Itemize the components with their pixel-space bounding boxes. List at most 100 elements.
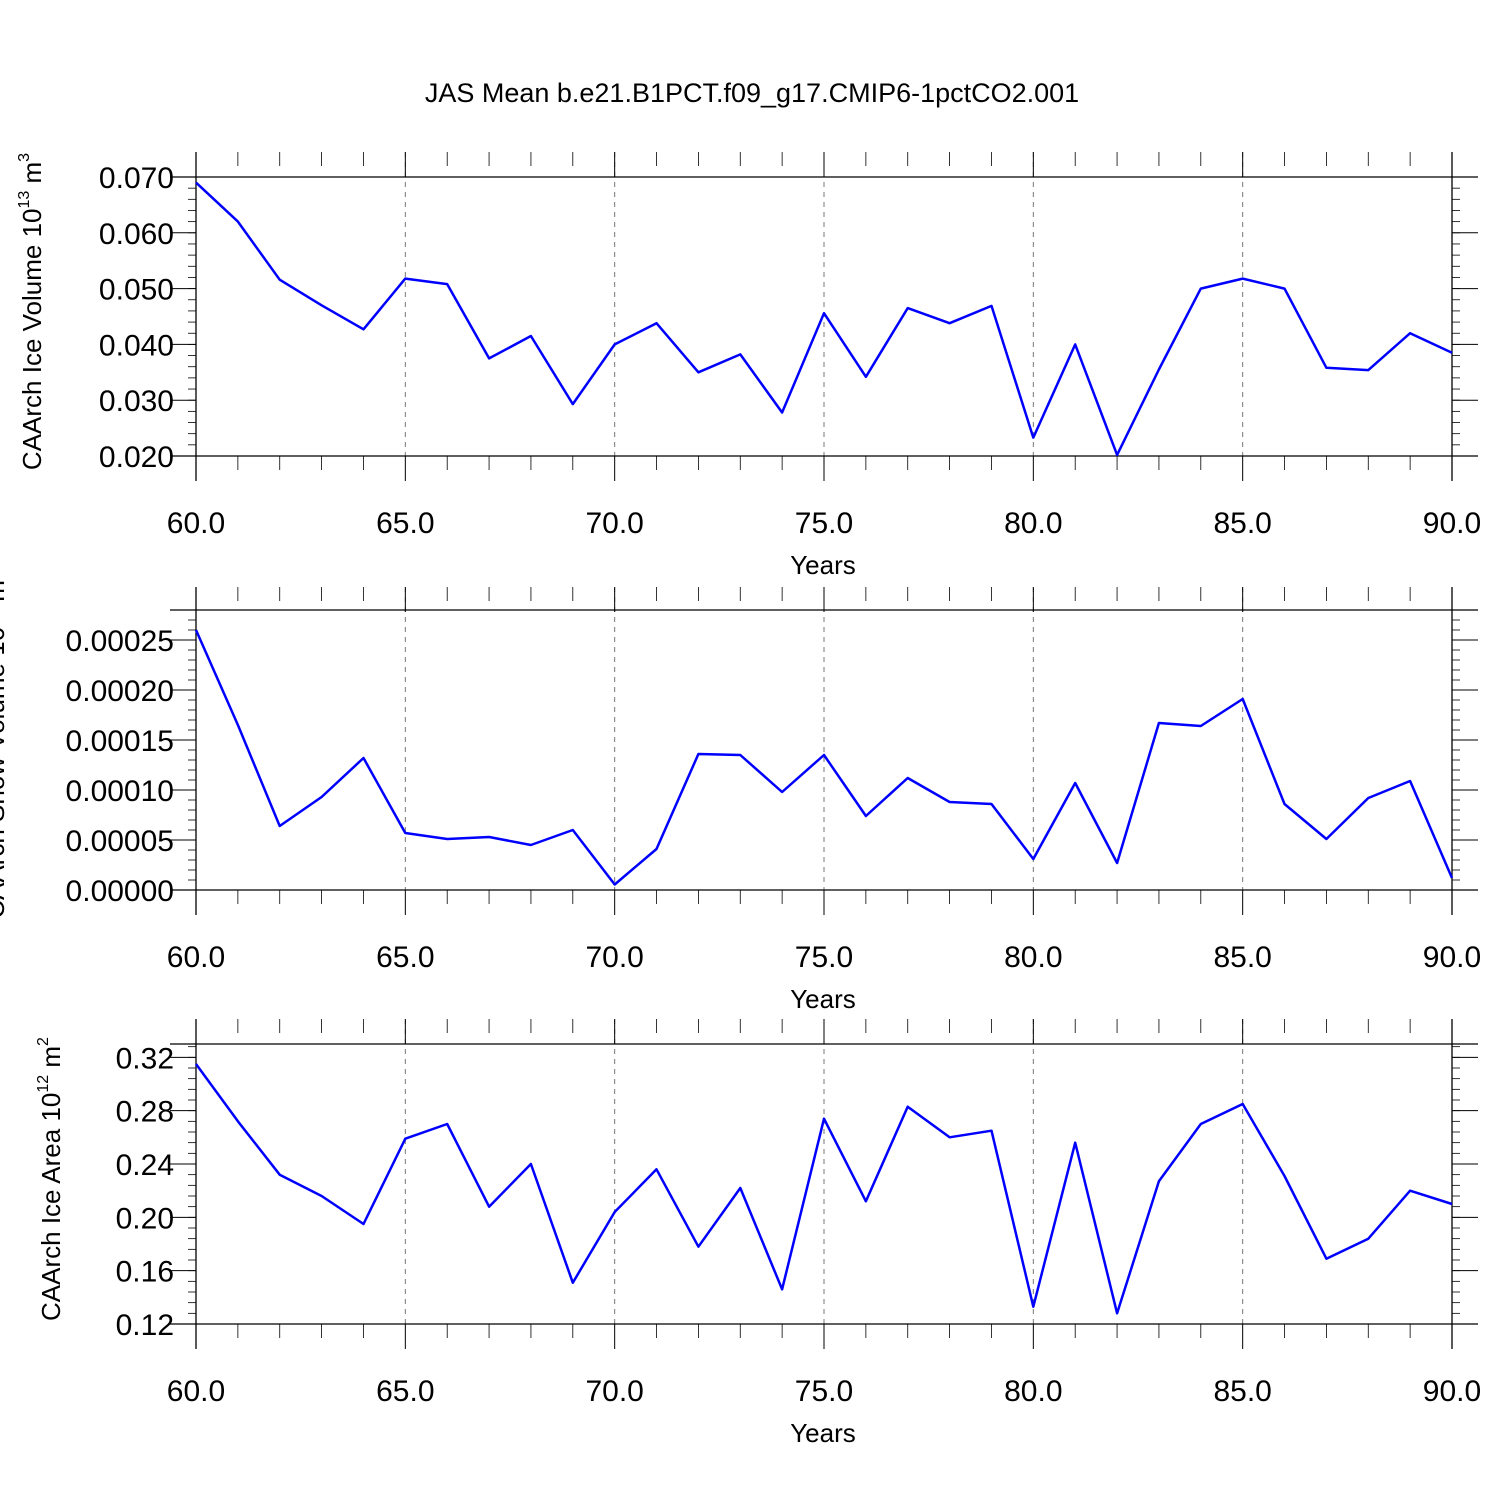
data-point [194, 628, 198, 632]
x-tick-label: 80.0 [1004, 1375, 1062, 1408]
series-line [194, 1063, 1453, 1315]
x-axis-title: Years [790, 984, 856, 1014]
data-point [1450, 876, 1454, 880]
data-point [948, 800, 952, 804]
x-tick-label: 85.0 [1213, 507, 1271, 540]
data-point [696, 370, 700, 374]
data-point [780, 1287, 784, 1291]
data-point [194, 1062, 198, 1066]
data-point [529, 334, 533, 338]
data-point [445, 837, 449, 841]
data-point [403, 277, 407, 281]
y-tick-label: 0.070 [99, 162, 174, 195]
x-tick-label: 90.0 [1423, 941, 1481, 974]
data-point [1031, 436, 1035, 440]
data-point [361, 756, 365, 760]
data-point [738, 352, 742, 356]
data-point [655, 847, 659, 851]
x-tick-label: 75.0 [795, 941, 853, 974]
data-point [1241, 1102, 1245, 1106]
figure-title: JAS Mean b.e21.B1PCT.f09_g17.CMIP6-1pctC… [425, 78, 1079, 108]
data-point [571, 402, 575, 406]
data-point [1450, 1202, 1454, 1206]
x-tick-label: 70.0 [585, 507, 643, 540]
y-tick-label: 0.20 [116, 1202, 174, 1235]
data-point [1031, 857, 1035, 861]
data-point [906, 776, 910, 780]
y-axis-title: CAArch Ice Area 1012 m2 [35, 1037, 66, 1321]
data-point [1115, 861, 1119, 865]
data-point [738, 1186, 742, 1190]
x-tick-label: 75.0 [795, 1375, 853, 1408]
data-point [738, 753, 742, 757]
data-point [696, 752, 700, 756]
data-point [989, 304, 993, 308]
data-point [1408, 779, 1412, 783]
x-tick-label: 80.0 [1004, 941, 1062, 974]
data-point [1241, 277, 1245, 281]
data-point [1199, 287, 1203, 291]
data-point [1157, 1179, 1161, 1183]
y-tick-label: 0.32 [116, 1042, 174, 1075]
x-tick-label: 85.0 [1213, 1375, 1271, 1408]
data-point [948, 321, 952, 325]
series-line [194, 629, 1454, 886]
data-point [236, 220, 240, 224]
data-point [487, 835, 491, 839]
y-tick-label: 0.12 [116, 1309, 174, 1342]
data-point [1199, 1122, 1203, 1126]
x-tick-label: 85.0 [1213, 941, 1271, 974]
data-point [320, 795, 324, 799]
data-point [1157, 368, 1161, 372]
data-point [1031, 1305, 1035, 1309]
y-axis-title: CAArch Ice Volume 1013 m3 [16, 153, 47, 470]
data-point [1324, 366, 1328, 370]
data-point [989, 802, 993, 806]
y-tick-label: 0.24 [116, 1149, 174, 1182]
data-point [403, 831, 407, 835]
data-point [1073, 1141, 1077, 1145]
data-point [1408, 331, 1412, 335]
data-point [487, 1205, 491, 1209]
x-tick-label: 60.0 [167, 941, 225, 974]
x-axis-title: Years [790, 550, 856, 580]
data-point [194, 181, 198, 185]
data-point [613, 883, 617, 887]
y-tick-label: 0.040 [99, 329, 174, 362]
x-tick-label: 60.0 [167, 1375, 225, 1408]
x-tick-label: 90.0 [1423, 507, 1481, 540]
series-line [195, 181, 1453, 457]
x-tick-label: 80.0 [1004, 507, 1062, 540]
x-axis-title: Years [790, 1418, 856, 1448]
chart-panel-3: 0.12 0.16 0.20 0.24 0.28 0.32 60.0 65.0 70.0 75.0… [35, 1019, 1481, 1448]
y-axis-title: CAArch Snow Volume 1013 m3 [0, 571, 10, 919]
data-point [780, 410, 784, 414]
data-point [655, 321, 659, 325]
data-point [445, 1122, 449, 1126]
data-point [320, 303, 324, 307]
x-tick-label: 90.0 [1423, 1375, 1481, 1408]
data-point [529, 843, 533, 847]
data-point [655, 1167, 659, 1171]
x-tick-label: 75.0 [795, 507, 853, 540]
data-point [361, 327, 365, 331]
x-tick-label: 65.0 [376, 1375, 434, 1408]
y-tick-label: 0.060 [99, 218, 174, 251]
chart-panel-2: 0.00000 0.00005 0.00010 0.00015 0.00020 0.000… [0, 571, 1481, 1014]
data-point [278, 278, 282, 282]
y-tick-label: 0.00020 [66, 675, 174, 708]
x-tick-label: 60.0 [167, 507, 225, 540]
data-point [906, 306, 910, 310]
data-point [613, 342, 617, 346]
data-point [1073, 781, 1077, 785]
y-tick-label: 0.030 [99, 385, 174, 418]
data-point [1157, 721, 1161, 725]
data-point [278, 824, 282, 828]
data-point [361, 1222, 365, 1226]
y-tick-label: 0.020 [99, 441, 174, 474]
data-point [487, 356, 491, 360]
data-point [864, 375, 868, 379]
data-point [864, 814, 868, 818]
data-point [822, 1117, 826, 1121]
